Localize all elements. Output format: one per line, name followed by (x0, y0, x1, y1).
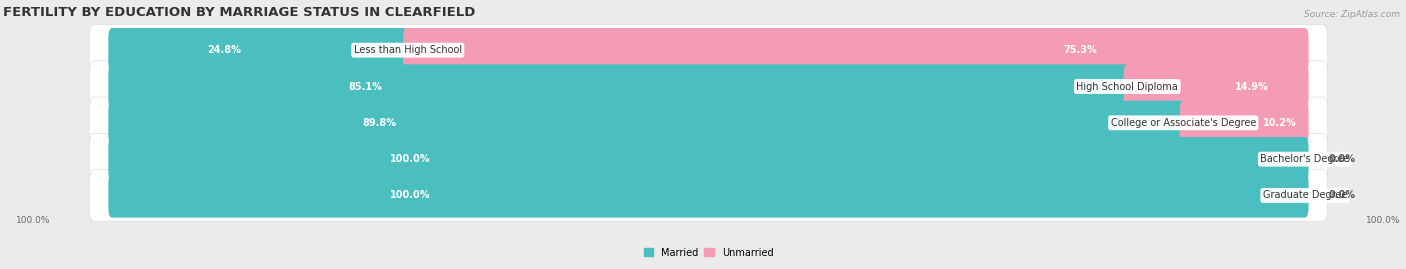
FancyBboxPatch shape (89, 61, 1327, 112)
Text: Less than High School: Less than High School (354, 45, 461, 55)
Text: FERTILITY BY EDUCATION BY MARRIAGE STATUS IN CLEARFIELD: FERTILITY BY EDUCATION BY MARRIAGE STATU… (3, 6, 475, 19)
Text: 0.0%: 0.0% (1329, 190, 1355, 200)
Text: 89.8%: 89.8% (363, 118, 396, 128)
Text: 100.0%: 100.0% (1367, 216, 1400, 225)
Text: 75.3%: 75.3% (1063, 45, 1097, 55)
FancyBboxPatch shape (108, 101, 1187, 145)
Text: 100.0%: 100.0% (389, 154, 430, 164)
Text: Bachelor's Degree: Bachelor's Degree (1260, 154, 1350, 164)
Text: 100.0%: 100.0% (17, 216, 51, 225)
FancyBboxPatch shape (108, 137, 1309, 181)
FancyBboxPatch shape (108, 64, 1130, 109)
Legend: Married, Unmarried: Married, Unmarried (640, 244, 778, 261)
FancyBboxPatch shape (1180, 101, 1309, 145)
FancyBboxPatch shape (1123, 64, 1309, 109)
Text: 0.0%: 0.0% (1329, 154, 1355, 164)
Text: 10.2%: 10.2% (1263, 118, 1296, 128)
FancyBboxPatch shape (108, 28, 412, 72)
FancyBboxPatch shape (89, 24, 1327, 76)
FancyBboxPatch shape (89, 133, 1327, 185)
FancyBboxPatch shape (108, 173, 1309, 218)
FancyBboxPatch shape (404, 28, 1309, 72)
Text: College or Associate's Degree: College or Associate's Degree (1111, 118, 1256, 128)
FancyBboxPatch shape (89, 170, 1327, 221)
Text: 85.1%: 85.1% (349, 82, 382, 91)
Text: Source: ZipAtlas.com: Source: ZipAtlas.com (1305, 10, 1400, 19)
Text: 100.0%: 100.0% (389, 190, 430, 200)
Text: High School Diploma: High School Diploma (1077, 82, 1178, 91)
Text: Graduate Degree: Graduate Degree (1263, 190, 1347, 200)
FancyBboxPatch shape (89, 97, 1327, 149)
Text: 24.8%: 24.8% (207, 45, 240, 55)
Text: 14.9%: 14.9% (1234, 82, 1268, 91)
